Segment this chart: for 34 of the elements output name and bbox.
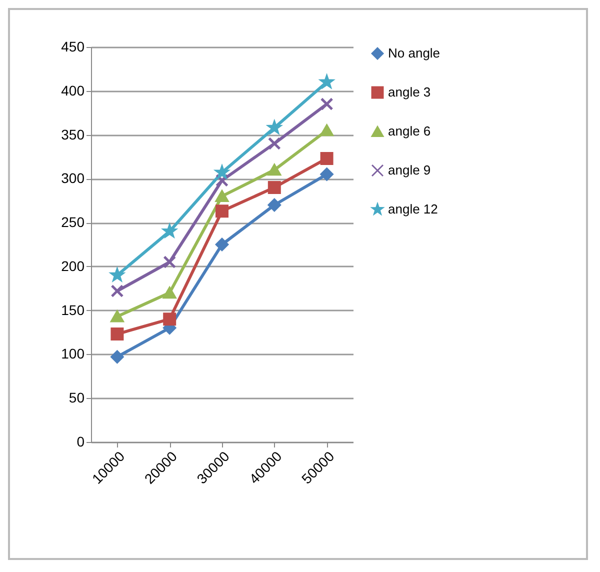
y-tick-label: 400 [61, 82, 85, 98]
y-tick-label: 50 [68, 390, 85, 406]
point [163, 256, 176, 269]
point [268, 137, 281, 150]
point [110, 350, 124, 364]
point [110, 310, 124, 322]
y-tick-label: 300 [61, 170, 85, 186]
y-tick-label: 150 [61, 302, 85, 318]
point [163, 286, 176, 299]
point [268, 180, 281, 194]
point [163, 312, 176, 326]
y-tick-label: 0 [76, 434, 85, 450]
y-tick-label: 450 [61, 38, 85, 54]
legend-label: angle 3 [388, 84, 431, 100]
point [110, 328, 124, 341]
point [320, 98, 334, 111]
point [320, 168, 334, 181]
legend-label: No angle [388, 46, 440, 60]
point [268, 198, 281, 212]
legend-label: angle 9 [388, 162, 431, 178]
y-tick-label: 200 [61, 258, 85, 274]
point [216, 238, 228, 251]
legend-label: angle 6 [388, 124, 431, 138]
point [320, 124, 334, 136]
point [216, 204, 228, 218]
point [216, 190, 228, 202]
point [110, 284, 124, 298]
legend-label: angle 12 [388, 202, 438, 216]
y-tick-label: 100 [61, 346, 85, 362]
point [216, 174, 228, 187]
point [268, 164, 281, 176]
y-tick-label: 250 [61, 214, 85, 230]
y-tick-label: 350 [61, 126, 85, 142]
point [320, 152, 334, 165]
